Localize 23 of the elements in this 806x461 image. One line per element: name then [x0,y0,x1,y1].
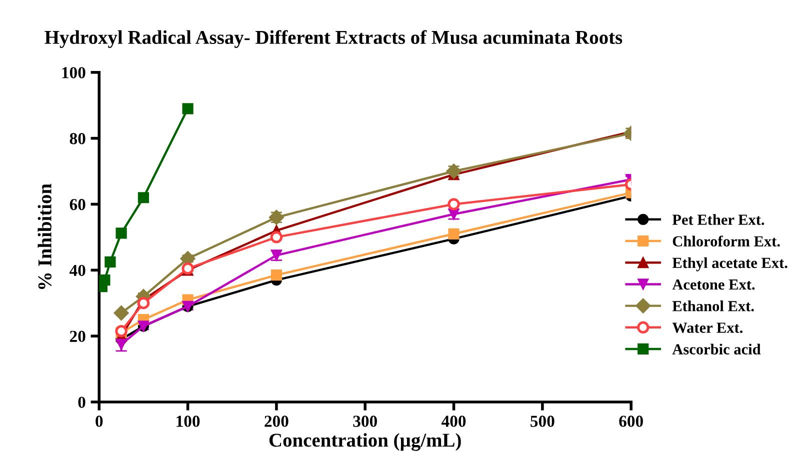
legend-label: Ethanol Ext. [672,300,754,312]
x-tick-label: 200 [264,416,288,427]
chart-title: Hydroxyl Radical Assay- Different Extracts of Musa acuminata Roots [44,30,622,48]
legend-label: Ascorbic acid [672,344,761,354]
x-tick-label: 300 [353,416,377,427]
y-tick-label: 20 [70,330,86,342]
x-axis-title: Concentration (µg/mL) [269,433,461,451]
y-tick-label: 0 [78,396,86,408]
legend-label: Chloroform Ext. [672,236,780,247]
legend-label: Acetone Ext. [672,279,755,290]
x-tick-label: 100 [176,416,200,427]
y-tick-label: 40 [70,264,86,276]
x-tick-label: 500 [530,416,554,427]
y-axis-title: % Inhibition [38,184,52,289]
legend-label: Ethyl acetate Ext. [672,257,788,272]
x-tick-label: 400 [442,416,466,427]
legend-label: Water Ext. [672,322,742,333]
legend-label: Pet Ether Ext. [672,214,764,225]
y-tick-label: 60 [70,198,86,210]
y-tick-label: 80 [70,133,86,144]
y-tick-label: 100 [62,67,86,78]
x-tick-label: 600 [619,416,643,427]
x-tick-label: 0 [96,416,103,427]
